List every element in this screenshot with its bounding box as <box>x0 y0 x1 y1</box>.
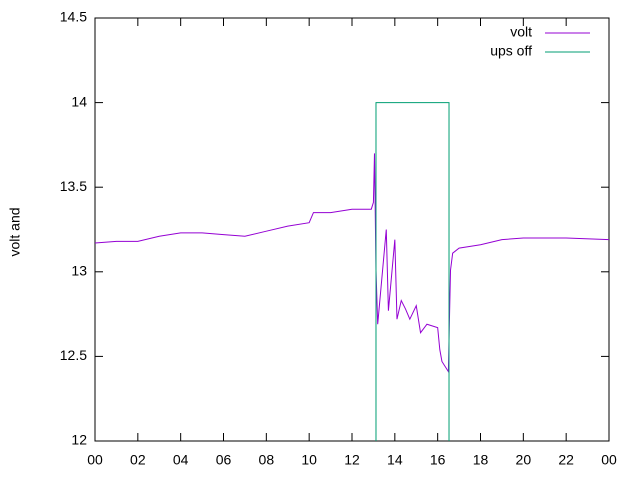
y-tick-label: 14.5 <box>60 9 87 25</box>
plot-border <box>94 17 610 442</box>
x-tick-label: 06 <box>216 452 232 468</box>
y-tick-label: 14 <box>71 93 87 109</box>
x-tick-label: 20 <box>516 452 532 468</box>
legend-label: volt <box>510 24 532 40</box>
x-tick-label: 14 <box>387 452 403 468</box>
x-tick-label: 02 <box>130 452 146 468</box>
y-tick-label: 13 <box>71 263 87 279</box>
x-tick-label: 18 <box>473 452 489 468</box>
x-tick-label: 10 <box>301 452 317 468</box>
x-tick-label: 00 <box>601 452 617 468</box>
x-tick-label: 12 <box>344 452 360 468</box>
x-tick-label: 00 <box>87 452 103 468</box>
x-tick-label: 16 <box>430 452 446 468</box>
y-tick-label: 12.5 <box>60 347 87 363</box>
x-tick-label: 08 <box>259 452 275 468</box>
legend-label: ups off <box>490 43 532 59</box>
x-tick-label: 22 <box>558 452 574 468</box>
y-axis-label: volt and <box>7 207 23 256</box>
x-tick-label: 04 <box>173 452 189 468</box>
data-line <box>375 102 450 441</box>
data-line <box>94 153 610 374</box>
y-tick-label: 12 <box>71 432 87 448</box>
y-tick-label: 13.5 <box>60 178 87 194</box>
